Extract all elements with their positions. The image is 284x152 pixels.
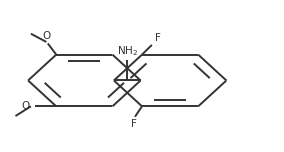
Text: NH$_2$: NH$_2$ [117, 44, 138, 58]
Text: O: O [42, 31, 51, 41]
Text: F: F [155, 33, 160, 43]
Text: F: F [131, 119, 137, 130]
Text: O: O [21, 101, 30, 111]
